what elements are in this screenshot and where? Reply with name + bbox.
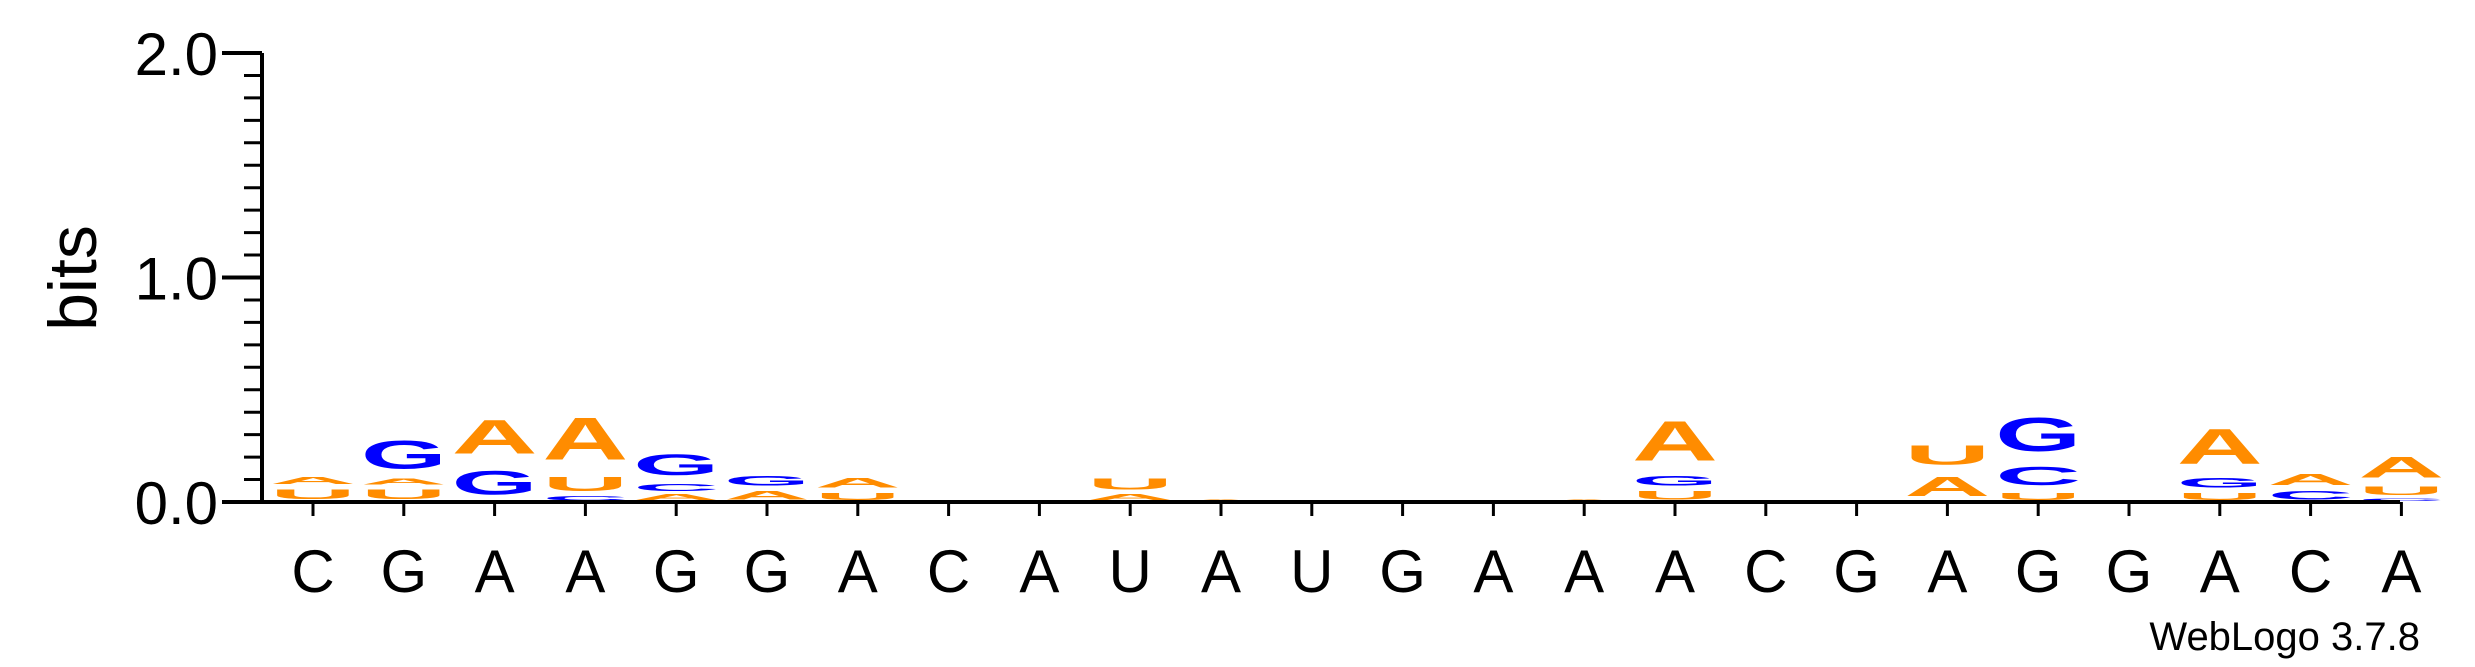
version-label: WebLogo 3.7.8 xyxy=(2149,615,2420,659)
logo-letter-C: C xyxy=(542,495,628,502)
logo-letter-A: A xyxy=(1087,493,1173,502)
x-tick-label: A xyxy=(1564,538,1604,605)
axes: 0.01.02.0C G A A G G A C A U A U G A A A C G A G G A C A xyxy=(135,21,2422,605)
logo-letter-U: U xyxy=(1995,491,2081,502)
logo-letter-G: G xyxy=(452,464,538,502)
x-tick-label: A xyxy=(475,538,515,605)
logo-letter-A: A xyxy=(270,475,356,486)
logo-letter-U: U xyxy=(1087,475,1173,493)
logo-letter-C: C xyxy=(1995,462,2081,491)
logo-letter-G: G xyxy=(1632,473,1718,489)
x-tick-label: G xyxy=(653,538,700,605)
x-tick-label: A xyxy=(565,538,605,605)
logo-letter-U: U xyxy=(1632,488,1718,502)
logo-letter-G: G xyxy=(361,432,447,477)
y-tick-label: 0.0 xyxy=(135,470,218,537)
x-tick-label: G xyxy=(2106,538,2153,605)
logo-letter-A: A xyxy=(2268,471,2354,489)
logo-letter-A: A xyxy=(633,493,719,502)
logo-letter-A: A xyxy=(1904,471,1990,502)
y-tick-label: 2.0 xyxy=(135,21,218,88)
logo-letter-C: C xyxy=(633,482,719,493)
x-tick-label: A xyxy=(1655,538,1695,605)
x-tick-label: A xyxy=(1927,538,1967,605)
x-tick-label: A xyxy=(1019,538,1059,605)
logo-letter-U: U xyxy=(361,486,447,502)
x-tick-label: A xyxy=(2381,538,2421,605)
x-tick-label: G xyxy=(1833,538,1880,605)
logo-letter-C: C xyxy=(2268,488,2354,502)
x-tick-label: A xyxy=(2200,538,2240,605)
plot-area: UAUAGGACUAACGAGUAAAUAAAAUGAAUUCGUGACACUA xyxy=(270,405,2444,502)
x-tick-label: C xyxy=(2289,538,2332,605)
x-tick-label: A xyxy=(1201,538,1241,605)
y-tick-label: 1.0 xyxy=(135,246,218,313)
x-tick-label: C xyxy=(927,538,970,605)
logo-letter-G: G xyxy=(724,473,810,489)
logo-letter-G: G xyxy=(633,448,719,481)
logo-letter-G: G xyxy=(2177,475,2263,491)
x-tick-label: G xyxy=(380,538,427,605)
logo-letter-A: A xyxy=(452,410,538,464)
logo-letter-A: A xyxy=(361,477,447,486)
logo-letter-U: U xyxy=(815,491,901,502)
logo-letter-A: A xyxy=(1632,410,1718,473)
x-tick-label: U xyxy=(1109,538,1152,605)
logo-letter-G: G xyxy=(1995,408,2081,462)
x-tick-label: C xyxy=(1744,538,1787,605)
logo-letter-A: A xyxy=(2177,419,2263,475)
logo-letter-U: U xyxy=(270,486,356,502)
logo-letter-C: C xyxy=(2358,498,2444,502)
x-tick-label: A xyxy=(838,538,878,605)
logo-letter-A: A xyxy=(724,488,810,502)
logo-letter-A: A xyxy=(542,405,628,472)
x-tick-label: C xyxy=(291,538,334,605)
logo-letter-A: A xyxy=(815,475,901,491)
x-tick-label: G xyxy=(1379,538,1426,605)
logo-letter-U: U xyxy=(2177,491,2263,502)
x-tick-label: G xyxy=(2015,538,2062,605)
x-tick-label: A xyxy=(1473,538,1513,605)
logo-letter-U: U xyxy=(542,473,628,495)
logo-letter-U: U xyxy=(1904,439,1990,470)
y-axis-label: bits xyxy=(35,225,111,331)
logo-letter-U: U xyxy=(2358,484,2444,498)
x-tick-label: G xyxy=(744,538,791,605)
logo-letter-A: A xyxy=(2358,450,2444,484)
x-tick-label: U xyxy=(1290,538,1333,605)
